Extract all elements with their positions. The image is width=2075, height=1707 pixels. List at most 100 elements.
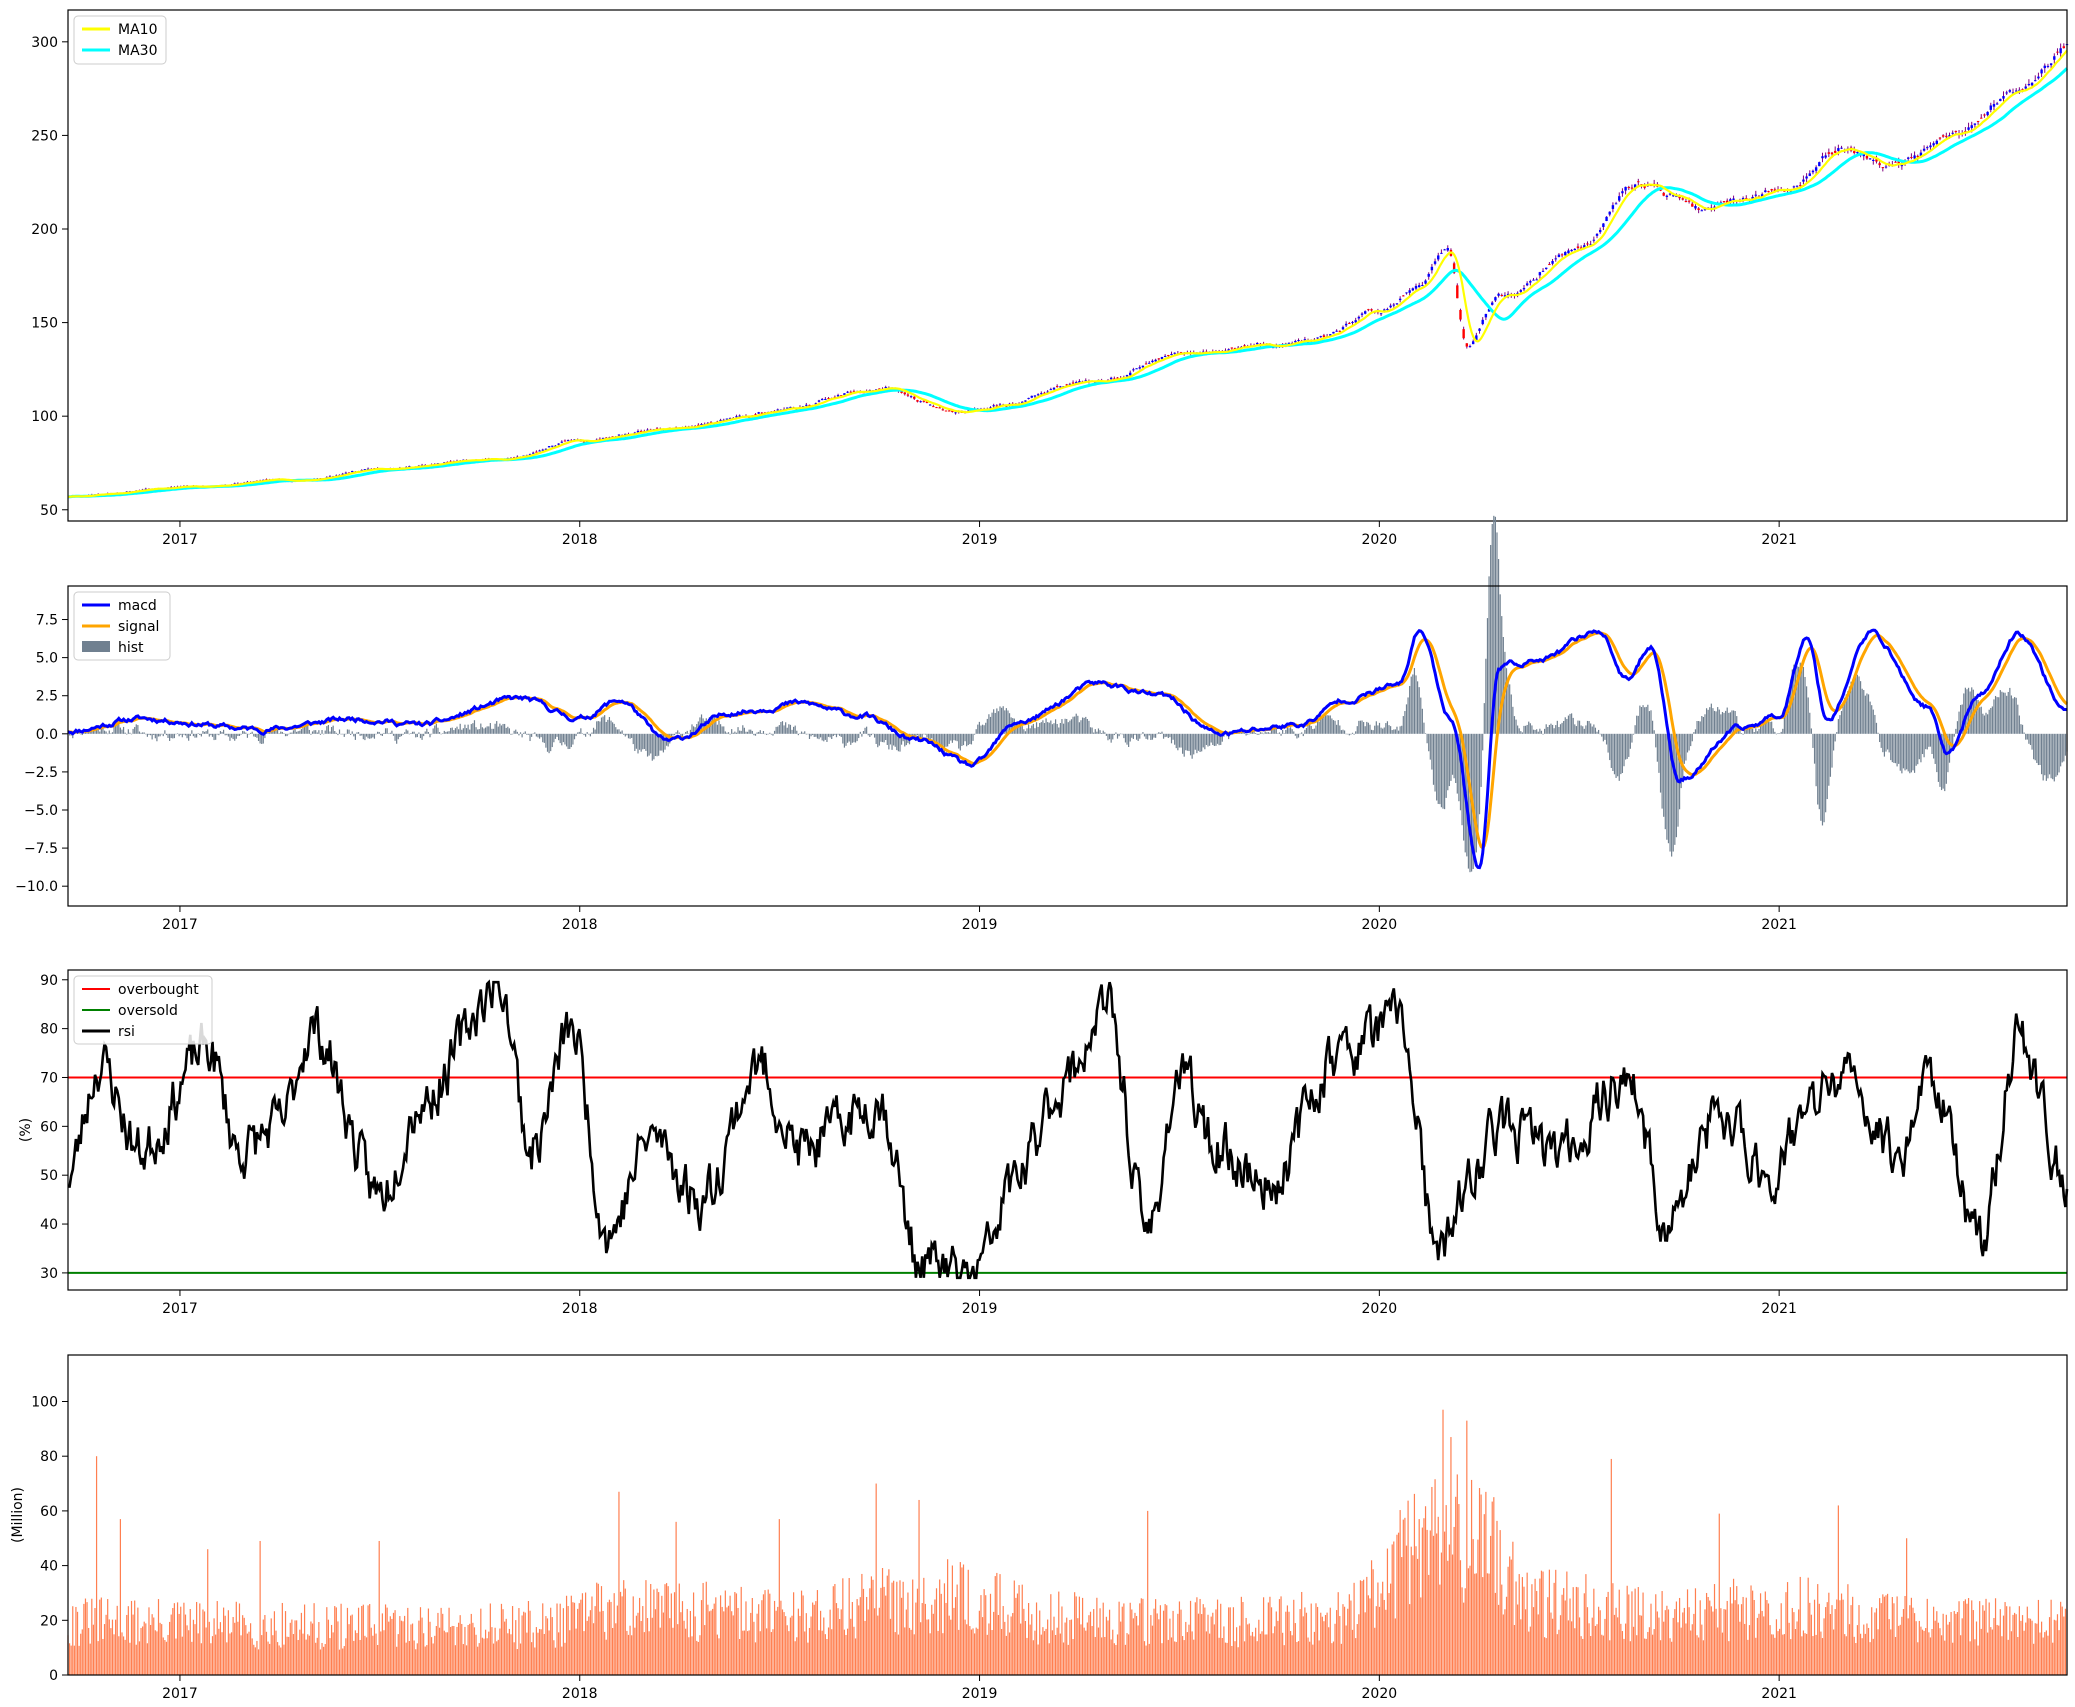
candle-body <box>2011 92 2015 94</box>
hist-bar <box>2036 733 2038 763</box>
hist-bar <box>1852 679 1854 734</box>
volume-bar <box>1659 1640 1662 1675</box>
volume-bar <box>526 1632 528 1675</box>
volume-bar <box>154 1630 156 1675</box>
hist-bar <box>330 727 333 734</box>
volume-bar <box>1189 1600 1192 1675</box>
hist-bar <box>1039 722 1041 734</box>
rsi-xtick-label: 2018 <box>562 1301 598 1317</box>
hist-bar <box>1194 733 1196 750</box>
hist-bar <box>1351 732 1354 734</box>
hist-bar <box>1917 733 1919 765</box>
volume-bar <box>1902 1609 1905 1675</box>
volume-bar <box>1882 1594 1884 1675</box>
hist-bar <box>457 729 460 734</box>
candle-body <box>1522 288 1526 290</box>
macd-xtick-label: 2020 <box>1362 917 1398 933</box>
volume-bar <box>199 1603 201 1675</box>
candle-body <box>1303 339 1307 341</box>
volume-bar <box>470 1613 472 1675</box>
volume-bar <box>78 1645 80 1675</box>
candle-body <box>1980 117 1983 119</box>
candle-body <box>1446 247 1449 251</box>
hist-bar <box>1524 725 1527 734</box>
hist-bar <box>1426 733 1428 744</box>
hist-bar <box>454 728 457 734</box>
volume-bar <box>1521 1577 1523 1675</box>
hist-bar <box>1072 716 1074 734</box>
volume-bar <box>1899 1624 1901 1675</box>
hist-bar <box>807 733 809 735</box>
hist-bar <box>122 726 125 734</box>
hist-bar <box>889 733 892 745</box>
volume-bar <box>475 1634 477 1675</box>
hist-bar <box>983 725 985 734</box>
volume-bar <box>373 1624 376 1675</box>
hist-bar <box>602 716 604 734</box>
hist-bar <box>1748 727 1751 734</box>
volume-bar <box>180 1606 182 1675</box>
volume-bar <box>1464 1588 1466 1675</box>
volume-bar <box>1993 1617 1995 1675</box>
candle-body <box>1500 294 1503 296</box>
hist-bar <box>812 733 814 736</box>
candle-body <box>2014 90 2018 92</box>
volume-bar <box>1650 1603 1652 1675</box>
hist-bar <box>1205 733 1208 745</box>
volume-bar <box>848 1578 850 1675</box>
hist-bar <box>1842 705 1844 734</box>
volume-bar <box>1015 1597 1017 1675</box>
volume-bar <box>1705 1592 1708 1675</box>
volume-bar <box>1632 1626 1635 1675</box>
volume-bar <box>1710 1606 1712 1675</box>
volume-bar <box>1648 1627 1651 1675</box>
volume-bar <box>235 1601 237 1675</box>
hist-bar <box>126 733 128 735</box>
volume-bar <box>2026 1606 2028 1675</box>
candle-body <box>1151 360 1154 363</box>
volume-bar <box>1410 1546 1412 1675</box>
hist-bar <box>737 727 739 734</box>
hist-bar <box>1801 667 1803 734</box>
price-ytick-label: 150 <box>31 316 58 332</box>
hist-bar <box>788 724 790 734</box>
candle-body <box>1297 339 1300 341</box>
volume-bar <box>735 1593 738 1675</box>
volume-bar <box>297 1640 299 1675</box>
volume-bar <box>113 1634 115 1675</box>
hist-bar <box>1439 733 1441 805</box>
hist-bar <box>996 708 998 734</box>
hist-bar <box>375 733 377 735</box>
hist-bar <box>334 731 336 734</box>
hist-bar <box>1020 722 1022 734</box>
volume-bar <box>1164 1604 1166 1675</box>
candle-body <box>814 403 818 405</box>
candle-body <box>2008 90 2012 92</box>
volume-bar <box>1601 1634 1603 1675</box>
hist-bar <box>223 729 225 734</box>
volume-bar <box>705 1581 707 1675</box>
volume-bar <box>985 1595 987 1675</box>
hist-bar <box>1971 687 1973 734</box>
hist-bar <box>1490 544 1492 734</box>
hist-bar <box>962 733 965 746</box>
hist-bar <box>2055 733 2057 777</box>
volume-bar <box>1539 1578 1541 1675</box>
volume-bar <box>1004 1621 1006 1675</box>
volume-bar <box>200 1643 202 1675</box>
volume-bar <box>619 1591 622 1675</box>
volume-bar <box>1725 1609 1727 1675</box>
hist-bar <box>937 733 939 745</box>
hist-bar <box>407 730 409 734</box>
volume-bar <box>1339 1616 1341 1675</box>
candle-body <box>1767 191 1770 193</box>
volume-bar <box>1242 1602 1244 1675</box>
hist-bar <box>1728 712 1730 734</box>
volume-bar <box>308 1635 310 1675</box>
hist-bar <box>243 731 245 734</box>
volume-bar <box>1771 1634 1773 1675</box>
hist-bar <box>986 718 988 734</box>
hist-bar <box>1074 716 1076 734</box>
hist-bar <box>380 733 382 736</box>
volume-bar <box>1145 1645 1147 1675</box>
